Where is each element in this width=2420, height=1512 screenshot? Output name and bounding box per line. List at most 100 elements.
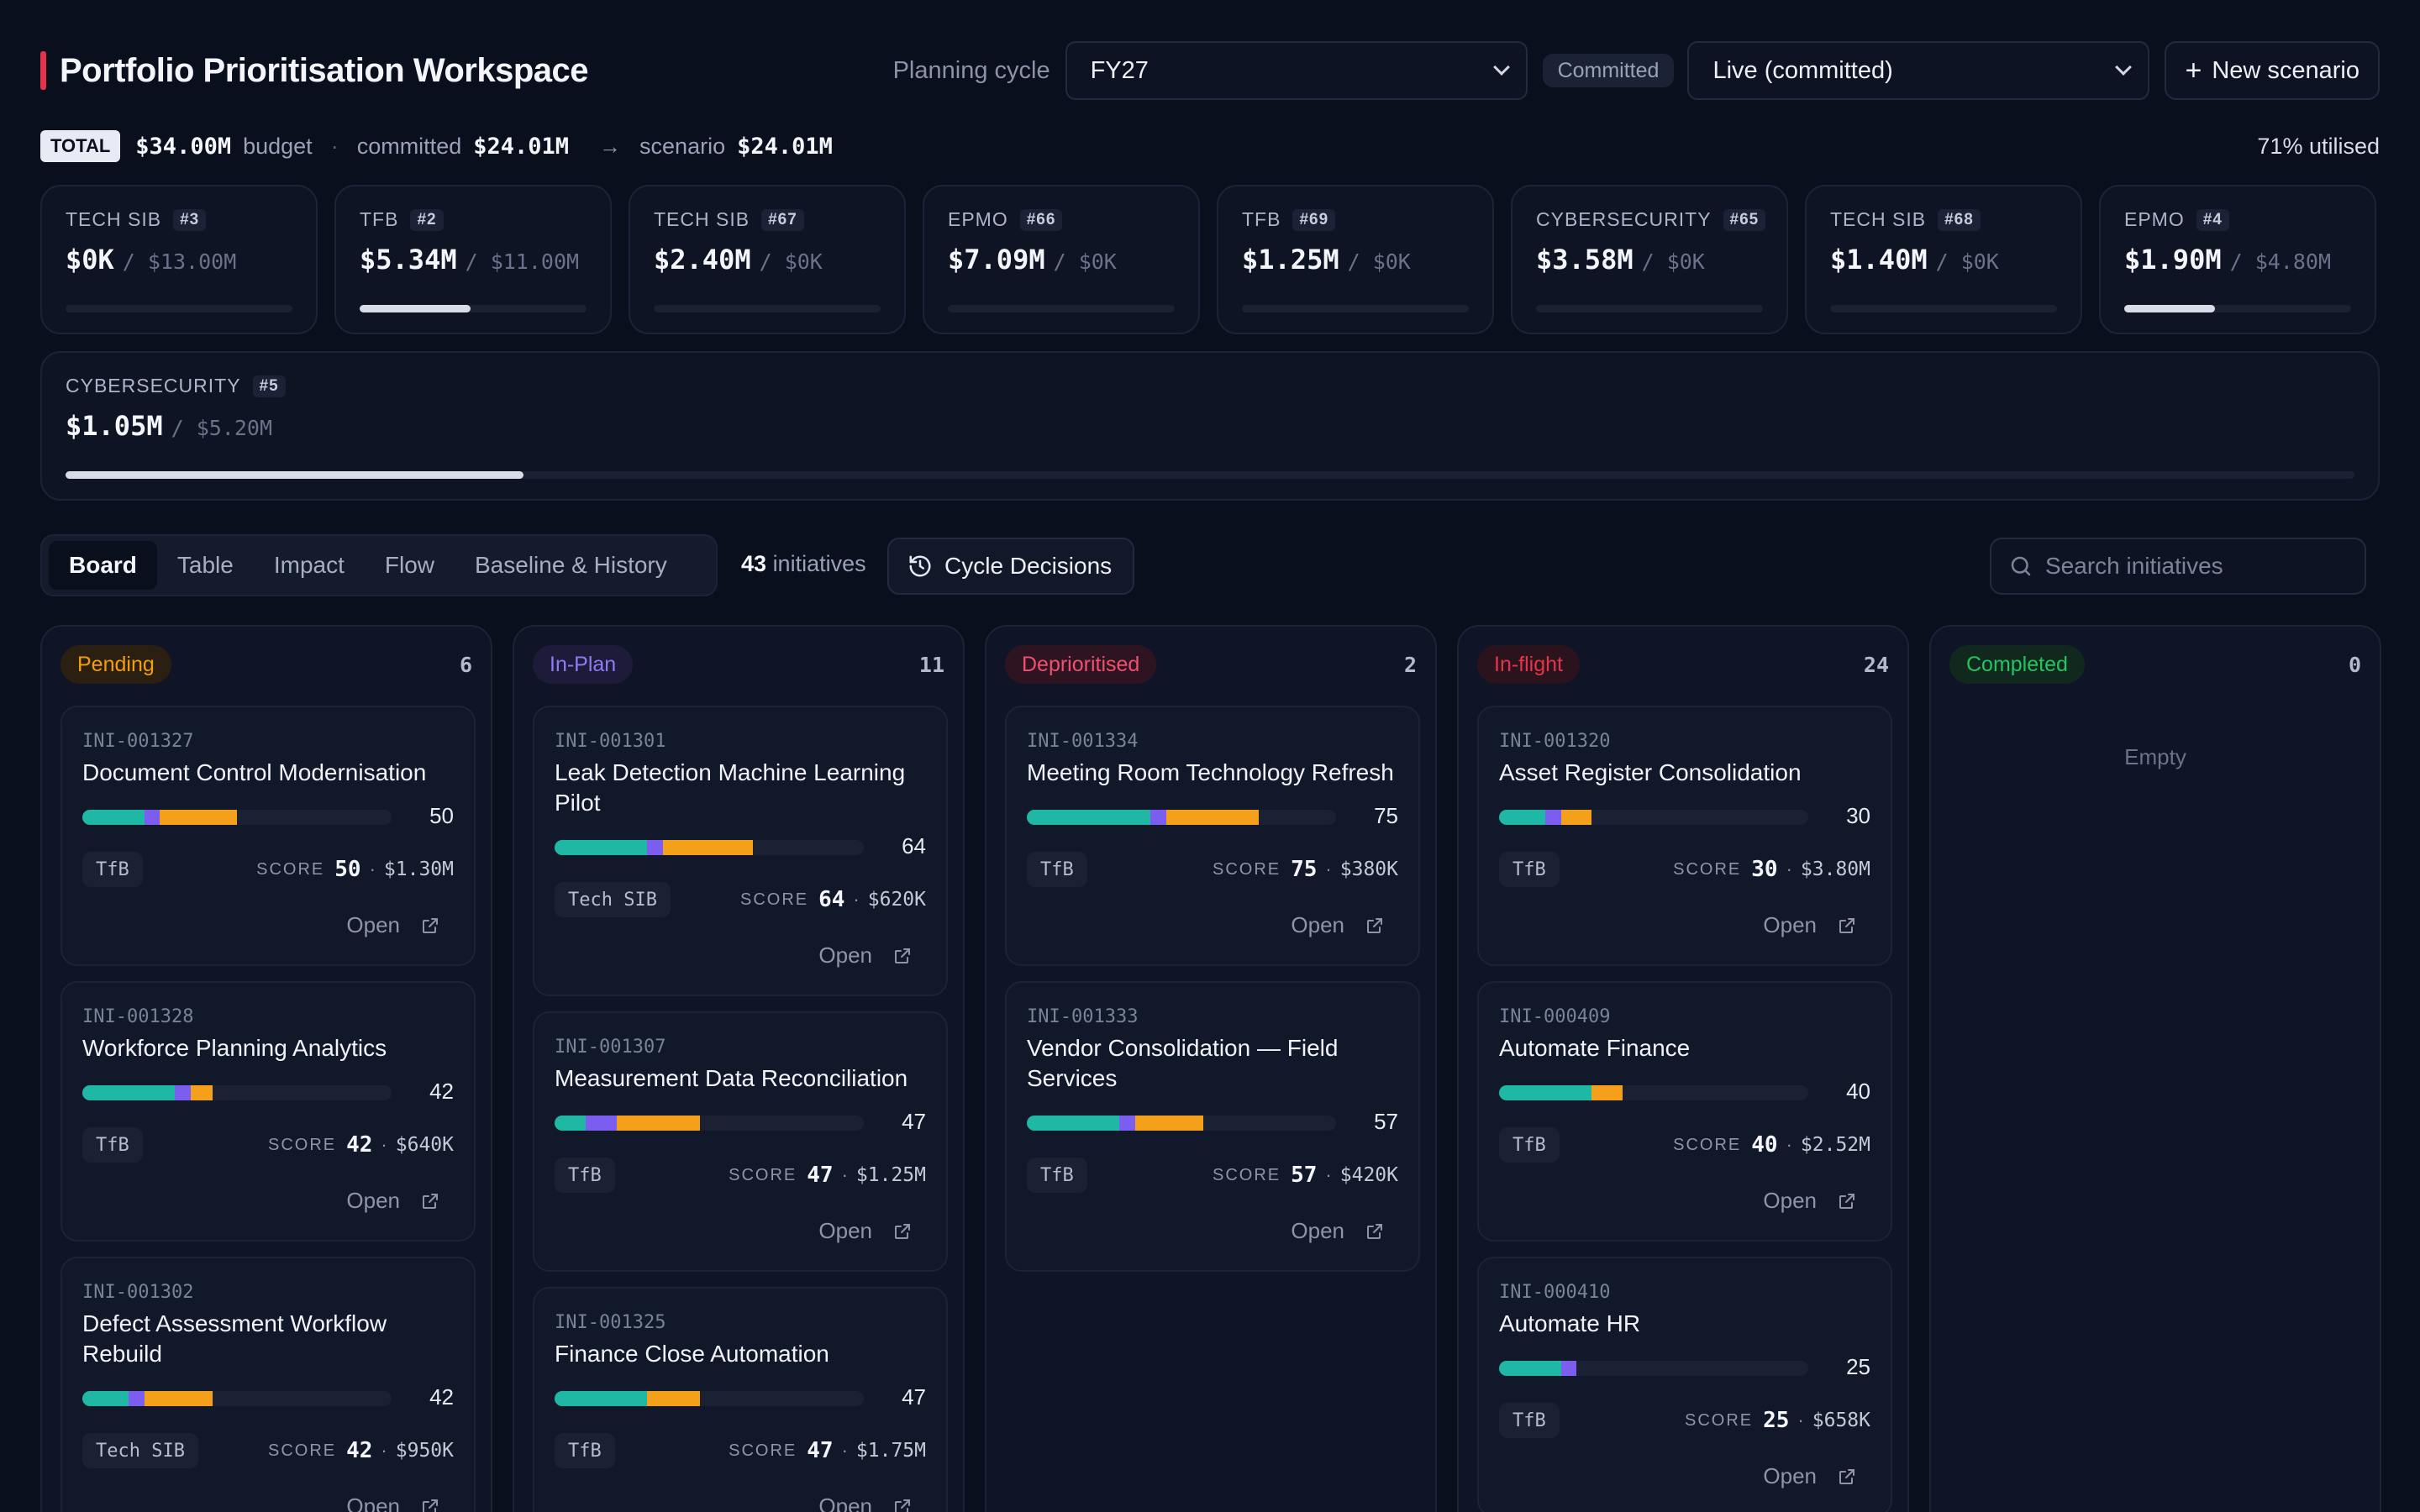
open-link[interactable]: Open — [1763, 1463, 1857, 1489]
open-label: Open — [1291, 912, 1344, 937]
budget-name-text: CYBERSECURITY — [1536, 208, 1712, 230]
initiative-card[interactable]: INI-001328 Workforce Planning Analytics 42… — [60, 981, 476, 1242]
initiative-cost: $640K — [395, 1134, 454, 1156]
column-count: 6 — [459, 652, 472, 677]
initiative-id: INI-001334 — [1027, 731, 1139, 752]
budget-cap: / $13.00M — [122, 249, 237, 274]
score-bar — [555, 1391, 864, 1406]
external-link-icon — [1827, 916, 1857, 936]
open-link[interactable]: Open — [818, 1494, 913, 1512]
chevron-down-icon — [1492, 59, 1510, 76]
scenario-value: Live (committed) — [1712, 56, 1893, 84]
status-badge: Pending — [60, 645, 171, 684]
portfolio-tag: TfB — [1027, 1158, 1087, 1193]
search-input[interactable]: Search initiatives — [1990, 538, 2366, 595]
budget-name: CYBERSECURITY #5 — [66, 375, 286, 397]
portfolio-tag: TfB — [555, 1433, 615, 1468]
total-tag: TOTAL — [40, 130, 121, 162]
initiative-title: Finance Close Automation — [555, 1341, 829, 1367]
score-meta: SCORE 64 · $620K — [740, 882, 926, 917]
scenario-select[interactable]: Live (committed) — [1687, 41, 2150, 100]
budget-progress-fill — [66, 471, 523, 479]
score-segment — [82, 1391, 129, 1406]
score-segment — [1545, 810, 1561, 825]
new-scenario-button[interactable]: + New scenario — [2165, 41, 2380, 100]
open-link[interactable]: Open — [1763, 1188, 1857, 1214]
initiative-title: Measurement Data Reconciliation — [555, 1065, 908, 1091]
budget-name-text: TFB — [360, 208, 399, 230]
budget-cap: / $11.00M — [465, 249, 580, 274]
column-header: In-Plan 11 — [533, 645, 944, 684]
open-link[interactable]: Open — [818, 1218, 913, 1244]
initiative-title: Defect Assessment Workflow Rebuild — [82, 1310, 387, 1367]
status-badge: Deprioritised — [1005, 645, 1157, 684]
tab-board[interactable]: Board — [49, 541, 157, 590]
cycle-decisions-button[interactable]: Cycle Decisions — [887, 538, 1134, 595]
initiative-card[interactable]: INI-001320 Asset Register Consolidation 30… — [1477, 706, 1892, 966]
initiative-card[interactable]: INI-001334 Meeting Room Technology Refres… — [1005, 706, 1420, 966]
initiative-title: Meeting Room Technology Refresh — [1027, 759, 1394, 785]
initiative-card[interactable]: INI-001325 Finance Close Automation 47 TfB S… — [533, 1287, 948, 1512]
score-number: 42 — [346, 1132, 373, 1158]
external-link-icon — [410, 1191, 440, 1211]
tab-baseline-history[interactable]: Baseline & History — [475, 552, 667, 578]
tab-table[interactable]: Table — [176, 552, 234, 578]
budget-cap: / $0K — [759, 249, 823, 274]
tab-flow[interactable]: Flow — [384, 552, 434, 578]
score-value: 40 — [1846, 1079, 1870, 1104]
open-link[interactable]: Open — [346, 1494, 440, 1512]
external-link-icon — [882, 1497, 913, 1512]
budget-name-text: EPMO — [2124, 208, 2185, 230]
score-segment — [1499, 810, 1546, 825]
initiative-card[interactable]: INI-001333 Vendor Consolidation — Field S… — [1005, 981, 1420, 1272]
planning-cycle-select[interactable]: FY27 — [1065, 41, 1528, 100]
initiative-card[interactable]: INI-001302 Defect Assessment Workflow Reb… — [60, 1257, 476, 1512]
open-link[interactable]: Open — [1291, 912, 1385, 938]
portfolio-tag: TfB — [82, 852, 143, 887]
score-segment — [585, 1116, 617, 1131]
initiative-count-label: initiatives — [772, 551, 866, 576]
budget-amount: $1.25M / $0K — [1242, 244, 1411, 276]
initiative-id: INI-000409 — [1499, 1006, 1611, 1027]
score-value: 50 — [429, 803, 454, 828]
open-link[interactable]: Open — [1763, 912, 1857, 938]
budget-number: #2 — [410, 208, 444, 231]
score-segment — [1499, 1085, 1592, 1100]
score-number: 47 — [807, 1438, 834, 1463]
initiative-card[interactable]: INI-000409 Automate Finance 40 TfB SCORE 40 · $… — [1477, 981, 1892, 1242]
initiative-card[interactable]: INI-001327 Document Control Modernisation… — [60, 706, 476, 966]
score-value: 64 — [902, 833, 926, 858]
status-badge: In-flight — [1477, 645, 1580, 684]
open-link[interactable]: Open — [346, 1188, 440, 1214]
budget-card: TECH SIB #68 $1.40M / $0K — [1805, 185, 2082, 334]
budget-card: TECH SIB #3 $0K / $13.00M — [40, 185, 318, 334]
score-label: SCORE — [1684, 1410, 1754, 1430]
initiative-cost: $380K — [1339, 858, 1398, 880]
open-link[interactable]: Open — [818, 942, 913, 969]
plus-icon: + — [2185, 54, 2202, 87]
committed-label: committed — [356, 133, 462, 159]
initiative-card[interactable]: INI-001307 Measurement Data Reconciliatio… — [533, 1011, 948, 1272]
initiative-title: Vendor Consolidation — Field Services — [1027, 1035, 1339, 1091]
initiative-card[interactable]: INI-001301 Leak Detection Machine Learnin… — [533, 706, 948, 996]
budget-name: TECH SIB #3 — [66, 208, 207, 231]
initiative-card[interactable]: INI-000410 Automate HR 25 TfB SCORE 25 · $658K O… — [1477, 1257, 1892, 1512]
open-link[interactable]: Open — [346, 912, 440, 938]
open-label: Open — [818, 1494, 872, 1512]
open-link[interactable]: Open — [1291, 1218, 1385, 1244]
score-segment — [159, 810, 237, 825]
budget-name-text: TFB — [1242, 208, 1281, 230]
title-accent — [40, 51, 46, 90]
tab-impact[interactable]: Impact — [273, 552, 345, 578]
initiative-cost: $950K — [395, 1440, 454, 1462]
score-meta: SCORE 42 · $640K — [268, 1127, 454, 1163]
score-bar — [1499, 1361, 1808, 1376]
scenario-value: $24.01M — [737, 133, 833, 160]
score-segment — [662, 840, 753, 855]
score-segment — [1560, 1361, 1576, 1376]
budget-card: CYBERSECURITY #65 $3.58M / $0K — [1511, 185, 1788, 334]
portfolio-tag: TfB — [555, 1158, 615, 1193]
score-segment — [82, 1085, 176, 1100]
budget-progress-track — [654, 305, 881, 312]
scenario-label: scenario — [639, 133, 726, 159]
